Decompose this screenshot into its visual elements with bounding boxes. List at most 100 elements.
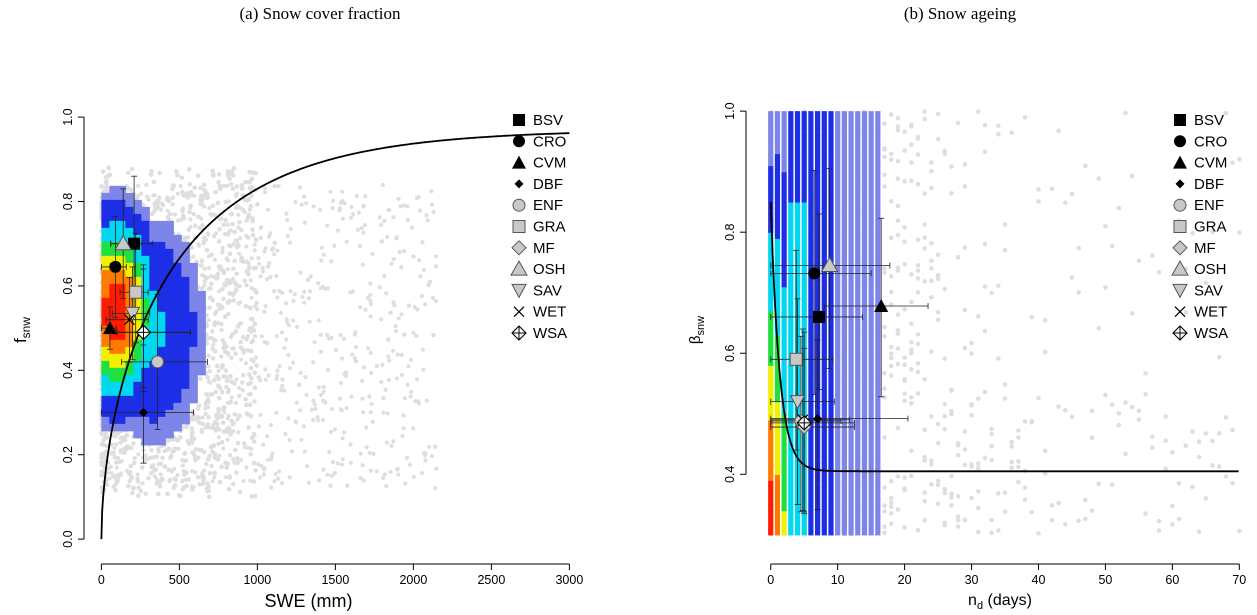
panel-a-gray-point [157,170,162,176]
panel-a-density-cell [189,269,198,278]
panel-b-density-cell [861,304,868,312]
panel-b-density-cell [828,444,834,451]
panel-a-density-cell [189,318,198,327]
panel-a-density-cell [173,339,182,348]
panel-a-density-cell [101,213,110,222]
panel-b-density-cell [781,395,787,403]
panel-b-density-cell [848,111,854,118]
panel-b-density-cell [868,159,874,167]
panel-a-gray-point [176,446,181,451]
panel-b-density-cell [861,232,868,239]
panel-a-gray-point [170,202,175,207]
panel-b-density-cell [868,486,874,494]
panel-b-density-cell [794,510,801,518]
panel-a-gray-point [394,236,399,241]
panel-b-gray-point [888,351,894,356]
panel-a-gray-point [387,358,392,363]
panel-b-density-cell [781,129,787,136]
panel-b-density-cell [781,117,787,124]
panel-b-density-cell [768,462,774,469]
panel-b-gray-point [1002,490,1008,496]
panel-b-density-cell [788,347,794,354]
panel-a-gray-point [233,205,239,211]
panel-b-density-cell [788,141,794,149]
panel-a-gray-point [232,280,238,285]
panel-b-density-cell [768,389,774,397]
panel-a-gray-point [185,235,191,240]
panel-a-gray-point [186,227,191,233]
panel-a-density-cell [133,409,142,418]
panel-a-density-cell [149,374,158,383]
panel-a-gray-point [235,324,241,329]
panel-a-gray-point [256,462,261,467]
panel-b-gray-point [909,473,914,479]
panel-a-gray-point [217,183,223,189]
panel-b-density-cell [814,256,821,264]
panel-a-gray-point [287,240,293,245]
panel-a-gray-point [239,346,245,352]
panel-b-density-cell [861,129,868,136]
panel-a-gray-point [348,442,353,447]
panel-b-density-cell [875,250,881,257]
panel-b-density-cell [828,129,834,136]
panel-b-gray-point [888,289,894,295]
panel-a-gray-point [265,207,271,212]
panel-a-density-cell [197,353,206,362]
panel-b-gray-point [1163,438,1168,444]
panel-a-gray-point [293,199,298,205]
panel-a-legend-label-wet: WET [533,304,566,321]
panel-b-density-cell [774,437,781,445]
panel-b-density-cell [774,401,781,409]
panel-a-gray-point [423,458,428,463]
panel-b-density-cell [828,425,834,433]
panel-b-density-cell [781,238,787,245]
panel-a-gray-point [396,472,401,477]
panel-b-density-cell [841,177,847,185]
panel-b-density-cell [855,123,861,130]
panel-a-gray-point [154,454,159,459]
panel-b-density-cell [781,383,787,391]
panel-a-density-cell [141,304,150,313]
panel-a-density-cell [125,360,134,369]
panel-b-density-cell [814,292,821,300]
panel-a-density-cell [101,388,110,397]
panel-b-density-cell [861,389,868,397]
panel-b-density-cell [794,292,801,300]
panel-b-gray-point [882,370,887,376]
panel-a-density-cell [109,248,118,257]
panel-a-density-cell [197,367,206,376]
panel-b-density-cell [788,244,794,251]
panel-b-density-cell [774,456,781,463]
panel-a-density-cell [101,206,110,215]
panel-b-density-cell [781,504,787,512]
panel-a-gray-point [392,303,397,308]
panel-a-gray-point [340,457,345,462]
panel-b-density-cell [855,474,861,481]
panel-b-density-cell [868,220,874,227]
panel-a-gray-point [251,439,257,444]
panel-a-gray-point [363,194,368,199]
panel-a-gray-point [221,429,227,434]
panel-b-gray-point [1203,280,1209,286]
panel-b-gray-point [895,331,901,336]
panel-b-density-cell [835,377,841,385]
panel-b-gray-point [962,517,968,523]
panel-a-density-cell [189,346,198,355]
panel-b-gray-point [1042,349,1048,355]
panel-a-point-bsv [128,237,141,250]
panel-b-density-cell [801,117,807,124]
panel-b-density-cell [855,377,861,385]
panel-a-gray-point [397,249,402,255]
panel-b-gray-point [1156,528,1162,533]
panel-a-density-cell [101,297,110,306]
panel-a-density-cell [101,227,110,236]
panel-b-gray-point [882,334,887,339]
panel-b-density-cell [781,195,787,203]
panel-b-gray-point [955,524,961,529]
panel-a-gray-point [368,281,373,286]
panel-a-gray-point [230,331,235,337]
panel-b-density-cell [801,292,807,300]
panel-b-density-cell [868,516,874,524]
panel-a-density-cell [109,276,118,285]
panel-b-gray-point [909,367,914,372]
